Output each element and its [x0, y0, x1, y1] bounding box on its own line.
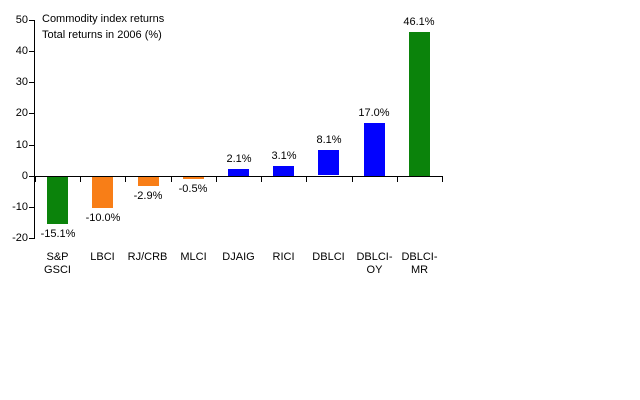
chart-subtitle: Total returns in 2006 (%)	[42, 29, 162, 41]
y-tick-label: 10	[15, 139, 28, 151]
category-label-line: MR	[410, 264, 429, 276]
category-label: DBLCI	[306, 251, 351, 264]
y-axis-tick	[29, 113, 35, 114]
y-axis-tick	[29, 207, 35, 208]
y-tick-label: 0	[21, 170, 28, 182]
category-label-line: DJAIG	[222, 251, 255, 263]
category-label: MLCI	[171, 251, 216, 264]
category-label-line: DBLCI-	[356, 251, 393, 263]
bar-djaig	[228, 169, 249, 176]
category-label-line: LBCI	[90, 251, 115, 263]
x-axis-tick	[352, 176, 353, 182]
category-label: S&P GSCI	[35, 251, 80, 277]
y-tick-label: 20	[15, 107, 28, 119]
y-axis-tick	[29, 176, 35, 177]
bar-rj-crb	[138, 177, 159, 186]
bar-dblci-oy	[364, 123, 385, 176]
y-tick-label: -10	[12, 201, 28, 213]
x-axis-tick	[80, 176, 81, 182]
category-label: RJ/CRB	[125, 251, 170, 264]
y-tick-label: 30	[15, 76, 28, 88]
y-axis-tick	[29, 51, 35, 52]
bar-value-label: 3.1%	[271, 150, 297, 162]
bar-mlci	[183, 177, 204, 179]
y-tick-label: 50	[15, 14, 28, 26]
bar-value-label: -0.5%	[178, 183, 208, 195]
x-axis-tick	[216, 176, 217, 182]
bar-dblci	[318, 150, 339, 175]
x-axis-tick	[35, 176, 36, 182]
chart-title-block: Commodity index returns Total returns in…	[42, 11, 164, 43]
x-axis-tick	[171, 176, 172, 182]
bar-value-label: 8.1%	[316, 134, 342, 146]
category-label: LBCI	[80, 251, 125, 264]
bar-lbci	[92, 177, 113, 208]
bar-value-label: -2.9%	[133, 190, 163, 202]
bar-value-label: 46.1%	[403, 16, 435, 28]
category-label-line: RJ/CRB	[127, 251, 168, 263]
x-axis-tick	[306, 176, 307, 182]
bar-dblci-mr	[409, 32, 430, 176]
y-axis-tick	[29, 145, 35, 146]
category-label-line: GSCI	[44, 264, 71, 276]
y-tick-label: 40	[15, 45, 28, 57]
x-axis-tick	[397, 176, 398, 182]
category-label-line: S&P	[46, 251, 69, 263]
category-label-line: DBLCI-	[401, 251, 438, 263]
y-axis-tick	[29, 82, 35, 83]
category-label-line: MLCI	[180, 251, 207, 263]
category-label: RICI	[261, 251, 306, 264]
category-label-line: DBLCI	[312, 251, 345, 263]
bar-value-label: -10.0%	[85, 212, 121, 224]
y-axis-tick	[29, 20, 35, 21]
category-label-line: RICI	[272, 251, 295, 263]
category-label: DJAIG	[216, 251, 261, 264]
bar-value-label: 17.0%	[358, 107, 390, 119]
category-label: DBLCI- MR	[397, 251, 442, 277]
x-axis-tick	[125, 176, 126, 182]
bar-s-p-gsci	[47, 177, 68, 224]
bar-value-label: -15.1%	[40, 228, 76, 240]
y-axis-tick	[29, 238, 35, 239]
y-axis-line	[34, 20, 35, 239]
bar-value-label: 2.1%	[226, 153, 252, 165]
x-axis-tick	[261, 176, 262, 182]
bar-rici	[273, 166, 294, 176]
x-axis-line	[35, 176, 442, 177]
category-label: DBLCI- OY	[352, 251, 397, 277]
category-label-line: OY	[366, 264, 383, 276]
x-axis-tick	[442, 176, 443, 182]
chart-title: Commodity index returns	[42, 13, 165, 25]
y-tick-label: -20	[12, 232, 28, 244]
